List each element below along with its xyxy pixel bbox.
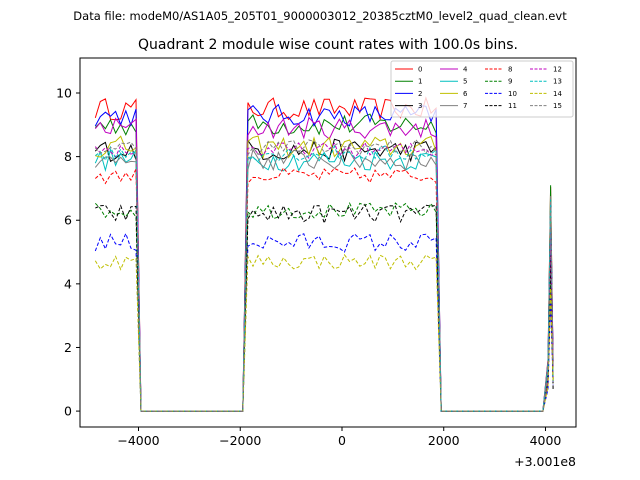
- series-line-1: [94, 113, 554, 412]
- y-tick-label: 6: [64, 213, 72, 228]
- y-tick-label: 2: [64, 340, 72, 355]
- series-line-7: [94, 148, 554, 412]
- x-tick-label: 0: [338, 433, 346, 448]
- legend-label-6: 6: [463, 90, 468, 98]
- legend-label-8: 8: [508, 66, 512, 74]
- y-axis: 0 2 4 6 8 10: [56, 85, 80, 419]
- legend-label-14: 14: [553, 90, 562, 98]
- legend-label-5: 5: [463, 78, 467, 86]
- figure-suptitle: Data file: modeM0/AS1A05_205T01_90000030…: [73, 9, 567, 23]
- legend-label-2: 2: [418, 90, 422, 98]
- series-line-3: [94, 138, 554, 412]
- legend-label-7: 7: [463, 102, 467, 110]
- y-tick-label: 4: [64, 276, 72, 291]
- x-tick-label: 4000: [530, 433, 562, 448]
- series-line-9: [94, 201, 554, 412]
- plot-area: [94, 96, 554, 412]
- y-tick-label: 8: [64, 149, 72, 164]
- x-tick-label: −2000: [219, 433, 261, 448]
- legend-label-10: 10: [508, 90, 517, 98]
- legend-label-1: 1: [418, 78, 422, 86]
- x-axis-offset-label: +3.001e8: [514, 454, 576, 469]
- series-line-12: [94, 141, 554, 412]
- legend-box: [390, 60, 574, 118]
- series-line-5: [94, 147, 554, 412]
- legend-label-12: 12: [553, 66, 562, 74]
- series-line-0: [94, 96, 554, 412]
- axes-frame: [79, 57, 577, 428]
- x-axis: −4000 −2000 0 2000 4000: [117, 427, 561, 448]
- series-line-11: [95, 203, 554, 412]
- x-tick-label: 2000: [428, 433, 460, 448]
- legend-label-13: 13: [553, 78, 562, 86]
- legend-label-15: 15: [553, 102, 562, 110]
- y-tick-label: 10: [56, 85, 72, 100]
- legend-label-11: 11: [508, 102, 517, 110]
- chart-title: Quadrant 2 module wise count rates with …: [138, 37, 518, 53]
- legend-label-4: 4: [463, 66, 468, 74]
- legend-label-3: 3: [418, 102, 422, 110]
- series-line-10: [94, 232, 554, 412]
- legend-label-9: 9: [508, 78, 512, 86]
- series-line-8: [94, 167, 554, 412]
- x-tick-label: −4000: [117, 433, 159, 448]
- series-line-13: [95, 144, 554, 412]
- series-line-6: [95, 135, 554, 412]
- y-tick-label: 0: [64, 404, 72, 419]
- legend-label-0: 0: [418, 66, 422, 74]
- series-line-14: [94, 253, 554, 412]
- series-line-15: [94, 138, 554, 412]
- series-line-2: [94, 103, 554, 412]
